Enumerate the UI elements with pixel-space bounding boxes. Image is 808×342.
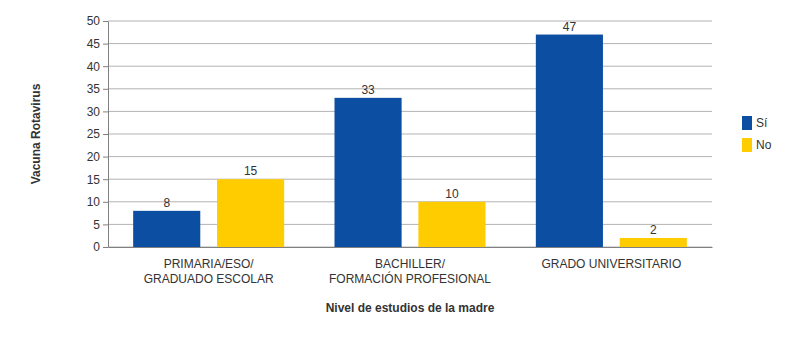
x-axis-title: Nivel de estudios de la madre [326,301,495,315]
grid-line [108,111,712,112]
y-tick-mark [103,66,108,67]
legend-item: No [742,138,772,152]
y-tick-label: 40 [87,60,101,74]
data-label: 47 [563,20,577,34]
y-tick: 50 [87,14,108,28]
legend-label: No [756,138,772,152]
y-tick: 10 [87,195,108,209]
x-tick-label: PRIMARIA/ESO/GRADUADO ESCOLAR [144,257,274,286]
y-tick-mark [103,134,108,135]
legend-swatch [742,138,752,152]
y-tick: 0 [93,240,108,254]
bar [133,211,200,247]
y-tick-label: 10 [87,195,101,209]
legend: Sí No [742,116,772,152]
plot-area: 0 5 10 15 20 25 30 35 40 45 50 PRIMARIA/ESO/GRADUAD… [87,14,713,285]
y-tick-mark [103,21,108,22]
y-tick-label: 25 [87,127,101,141]
x-axis: PRIMARIA/ESO/GRADUADO ESCOLAR BACHILLER/F… [109,247,713,286]
y-tick: 45 [87,37,108,51]
grid-line [108,43,712,44]
legend-label: Sí [756,116,768,130]
bar [620,238,687,247]
grid-line [108,21,712,22]
y-tick-mark [103,44,108,45]
y-tick-mark [103,89,108,90]
bars [133,35,687,247]
grid-line [108,134,712,135]
y-tick-label: 50 [87,14,101,28]
y-tick-mark [103,247,108,248]
y-tick: 35 [87,82,108,96]
grid-line [108,201,712,202]
y-tick-label: 20 [87,150,101,164]
y-tick: 40 [87,60,108,74]
data-label: 33 [361,83,375,97]
x-tick-label: GRADO UNIVERSITARIO [541,257,681,271]
data-label: 15 [244,164,258,178]
grid-line [108,179,712,180]
bar [217,179,284,247]
y-tick-label: 45 [87,37,101,51]
x-tick-label: BACHILLER/FORMACIÓN PROFESIONAL [329,257,491,286]
y-tick-mark [103,157,108,158]
x-tick: GRADO UNIVERSITARIO [541,247,681,271]
y-axis: 0 5 10 15 20 25 30 35 40 45 50 [87,14,109,254]
chart: 0 5 10 15 20 25 30 35 40 45 50 PRIMARIA/ESO/GRADUAD… [0,0,808,342]
data-label: 10 [445,187,459,201]
grid-line [108,156,712,157]
y-tick: 30 [87,105,108,119]
y-tick-mark [103,179,108,180]
y-tick-label: 5 [93,218,100,232]
x-tick: PRIMARIA/ESO/GRADUADO ESCOLAR [144,247,274,286]
bar [335,98,402,247]
y-tick-label: 15 [87,173,101,187]
legend-swatch [742,116,752,130]
legend-item: Sí [742,116,768,130]
y-tick-label: 0 [93,240,100,254]
y-tick: 15 [87,173,108,187]
y-tick: 5 [93,218,108,232]
y-tick-label: 30 [87,105,101,119]
y-axis-line [108,22,109,248]
bar [536,35,603,247]
y-tick-mark [103,202,108,203]
y-tick: 20 [87,150,108,164]
x-tick: BACHILLER/FORMACIÓN PROFESIONAL [329,247,491,286]
grid-line [108,88,712,89]
data-label: 8 [163,196,170,210]
grid-line [108,66,712,67]
bar [418,202,485,247]
x-axis-line [109,247,713,248]
y-tick-label: 35 [87,82,101,96]
y-axis-title: Vacuna Rotavirus [29,83,43,184]
y-tick: 25 [87,127,108,141]
data-label: 2 [650,223,657,237]
y-tick-mark [103,224,108,225]
y-tick-mark [103,111,108,112]
grid [108,21,712,247]
data-labels: 8 33 47 15 10 2 [163,20,657,237]
